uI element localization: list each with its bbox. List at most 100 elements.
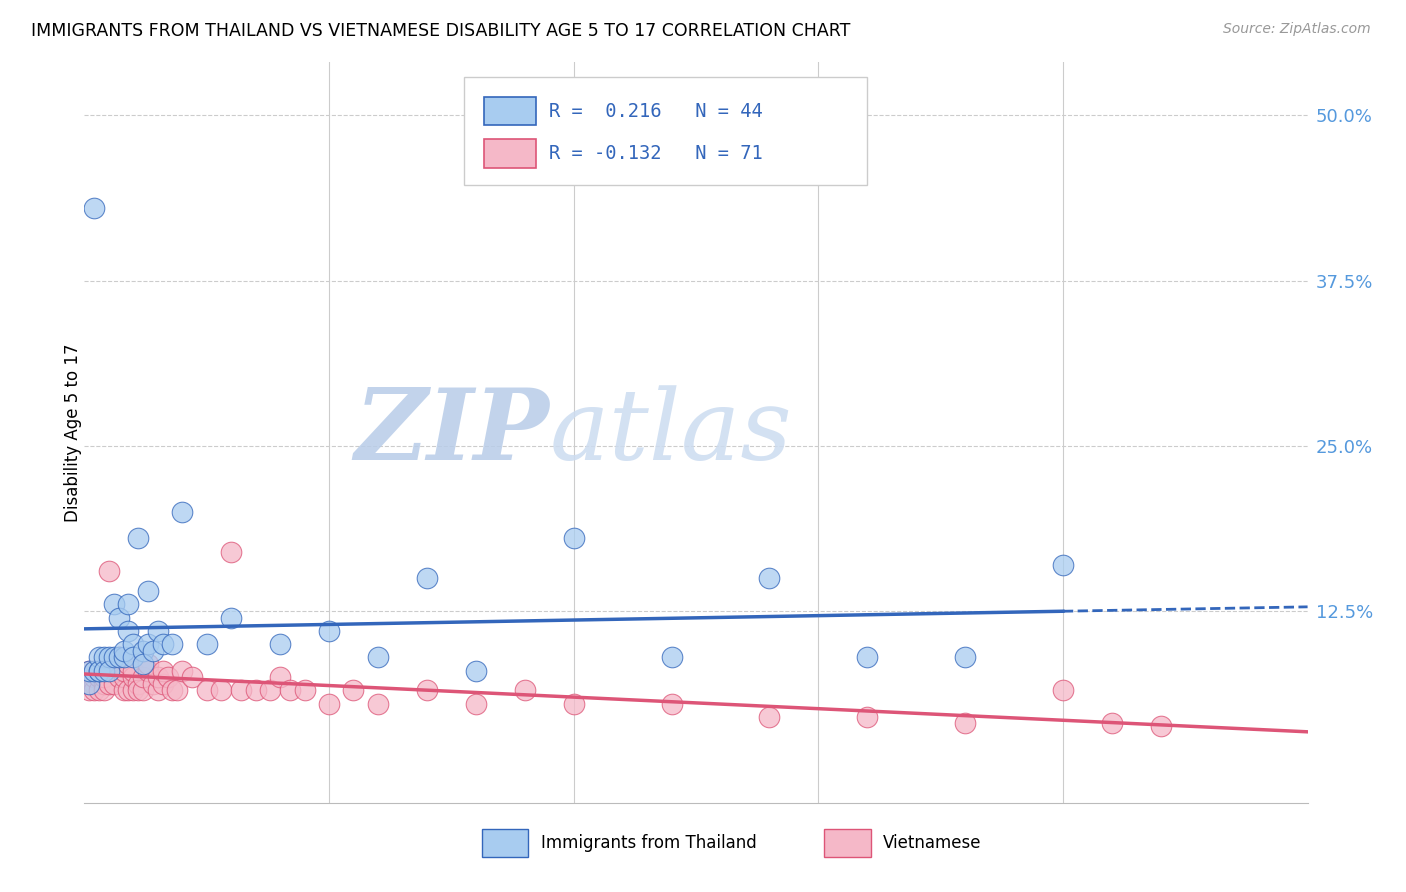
Point: [229, 683, 252, 698]
Point: [87, 664, 110, 678]
Point: [162, 683, 184, 698]
Point: [87, 664, 110, 678]
Point: [172, 505, 194, 519]
Point: [342, 683, 364, 698]
Text: R = -0.132   N = 71: R = -0.132 N = 71: [550, 144, 763, 163]
Point: [103, 650, 125, 665]
Point: [156, 670, 179, 684]
Point: [77, 664, 100, 678]
Point: [152, 677, 174, 691]
Point: [77, 683, 100, 698]
Point: [117, 657, 139, 671]
Point: [464, 697, 486, 711]
Point: [367, 650, 389, 665]
Point: [132, 683, 155, 698]
Point: [152, 637, 174, 651]
Point: [117, 683, 139, 698]
Point: [117, 598, 139, 612]
Point: [112, 650, 135, 665]
Point: [112, 670, 135, 684]
Point: [464, 664, 486, 678]
Point: [162, 637, 184, 651]
Point: [259, 683, 281, 698]
Point: [97, 677, 120, 691]
Point: [122, 683, 145, 698]
Point: [107, 611, 129, 625]
Point: [112, 644, 135, 658]
Point: [245, 683, 267, 698]
Point: [172, 664, 194, 678]
Point: [1101, 716, 1123, 731]
Point: [136, 664, 159, 678]
Point: [122, 637, 145, 651]
Point: [146, 683, 169, 698]
Text: R =  0.216   N = 44: R = 0.216 N = 44: [550, 102, 763, 120]
Point: [93, 670, 115, 684]
Point: [83, 201, 105, 215]
Point: [136, 657, 159, 671]
Point: [953, 716, 976, 731]
Point: [195, 637, 218, 651]
Point: [77, 677, 100, 691]
Point: [87, 670, 110, 684]
Text: IMMIGRANTS FROM THAILAND VS VIETNAMESE DISABILITY AGE 5 TO 17 CORRELATION CHART: IMMIGRANTS FROM THAILAND VS VIETNAMESE D…: [31, 22, 851, 40]
Point: [416, 683, 439, 698]
Point: [146, 624, 169, 638]
Point: [416, 571, 439, 585]
Point: [83, 670, 105, 684]
Point: [856, 650, 879, 665]
Point: [97, 565, 120, 579]
Point: [195, 683, 218, 698]
Point: [269, 670, 291, 684]
Point: [93, 664, 115, 678]
Point: [83, 677, 105, 691]
Point: [122, 664, 145, 678]
Point: [97, 650, 120, 665]
Bar: [484, 97, 536, 126]
Point: [513, 683, 536, 698]
Point: [97, 664, 120, 678]
Point: [294, 683, 316, 698]
Text: Immigrants from Thailand: Immigrants from Thailand: [541, 834, 756, 852]
Point: [152, 664, 174, 678]
Point: [93, 677, 115, 691]
Point: [758, 710, 780, 724]
Point: [127, 532, 149, 546]
Point: [219, 544, 242, 558]
Point: [107, 650, 129, 665]
Point: [1052, 683, 1074, 698]
Point: [661, 650, 683, 665]
Point: [127, 677, 149, 691]
Point: [856, 710, 879, 724]
Point: [181, 670, 204, 684]
Point: [1052, 558, 1074, 572]
Point: [132, 644, 155, 658]
Point: [107, 664, 129, 678]
Bar: [824, 829, 870, 857]
Point: [1150, 719, 1173, 733]
Point: [758, 571, 780, 585]
Point: [953, 650, 976, 665]
Point: [318, 624, 340, 638]
Bar: [484, 139, 536, 168]
Point: [146, 670, 169, 684]
Text: ZIP: ZIP: [354, 384, 550, 481]
Point: [318, 697, 340, 711]
Point: [87, 650, 110, 665]
Point: [93, 664, 115, 678]
FancyBboxPatch shape: [464, 78, 868, 185]
Point: [132, 657, 155, 671]
Point: [117, 624, 139, 638]
Point: [132, 670, 155, 684]
Point: [103, 598, 125, 612]
Point: [103, 664, 125, 678]
Text: atlas: atlas: [550, 385, 792, 480]
Point: [77, 677, 100, 691]
Point: [122, 650, 145, 665]
Y-axis label: Disability Age 5 to 17: Disability Age 5 to 17: [65, 343, 82, 522]
Point: [87, 664, 110, 678]
Point: [209, 683, 232, 698]
Point: [103, 657, 125, 671]
Point: [83, 683, 105, 698]
Point: [269, 637, 291, 651]
